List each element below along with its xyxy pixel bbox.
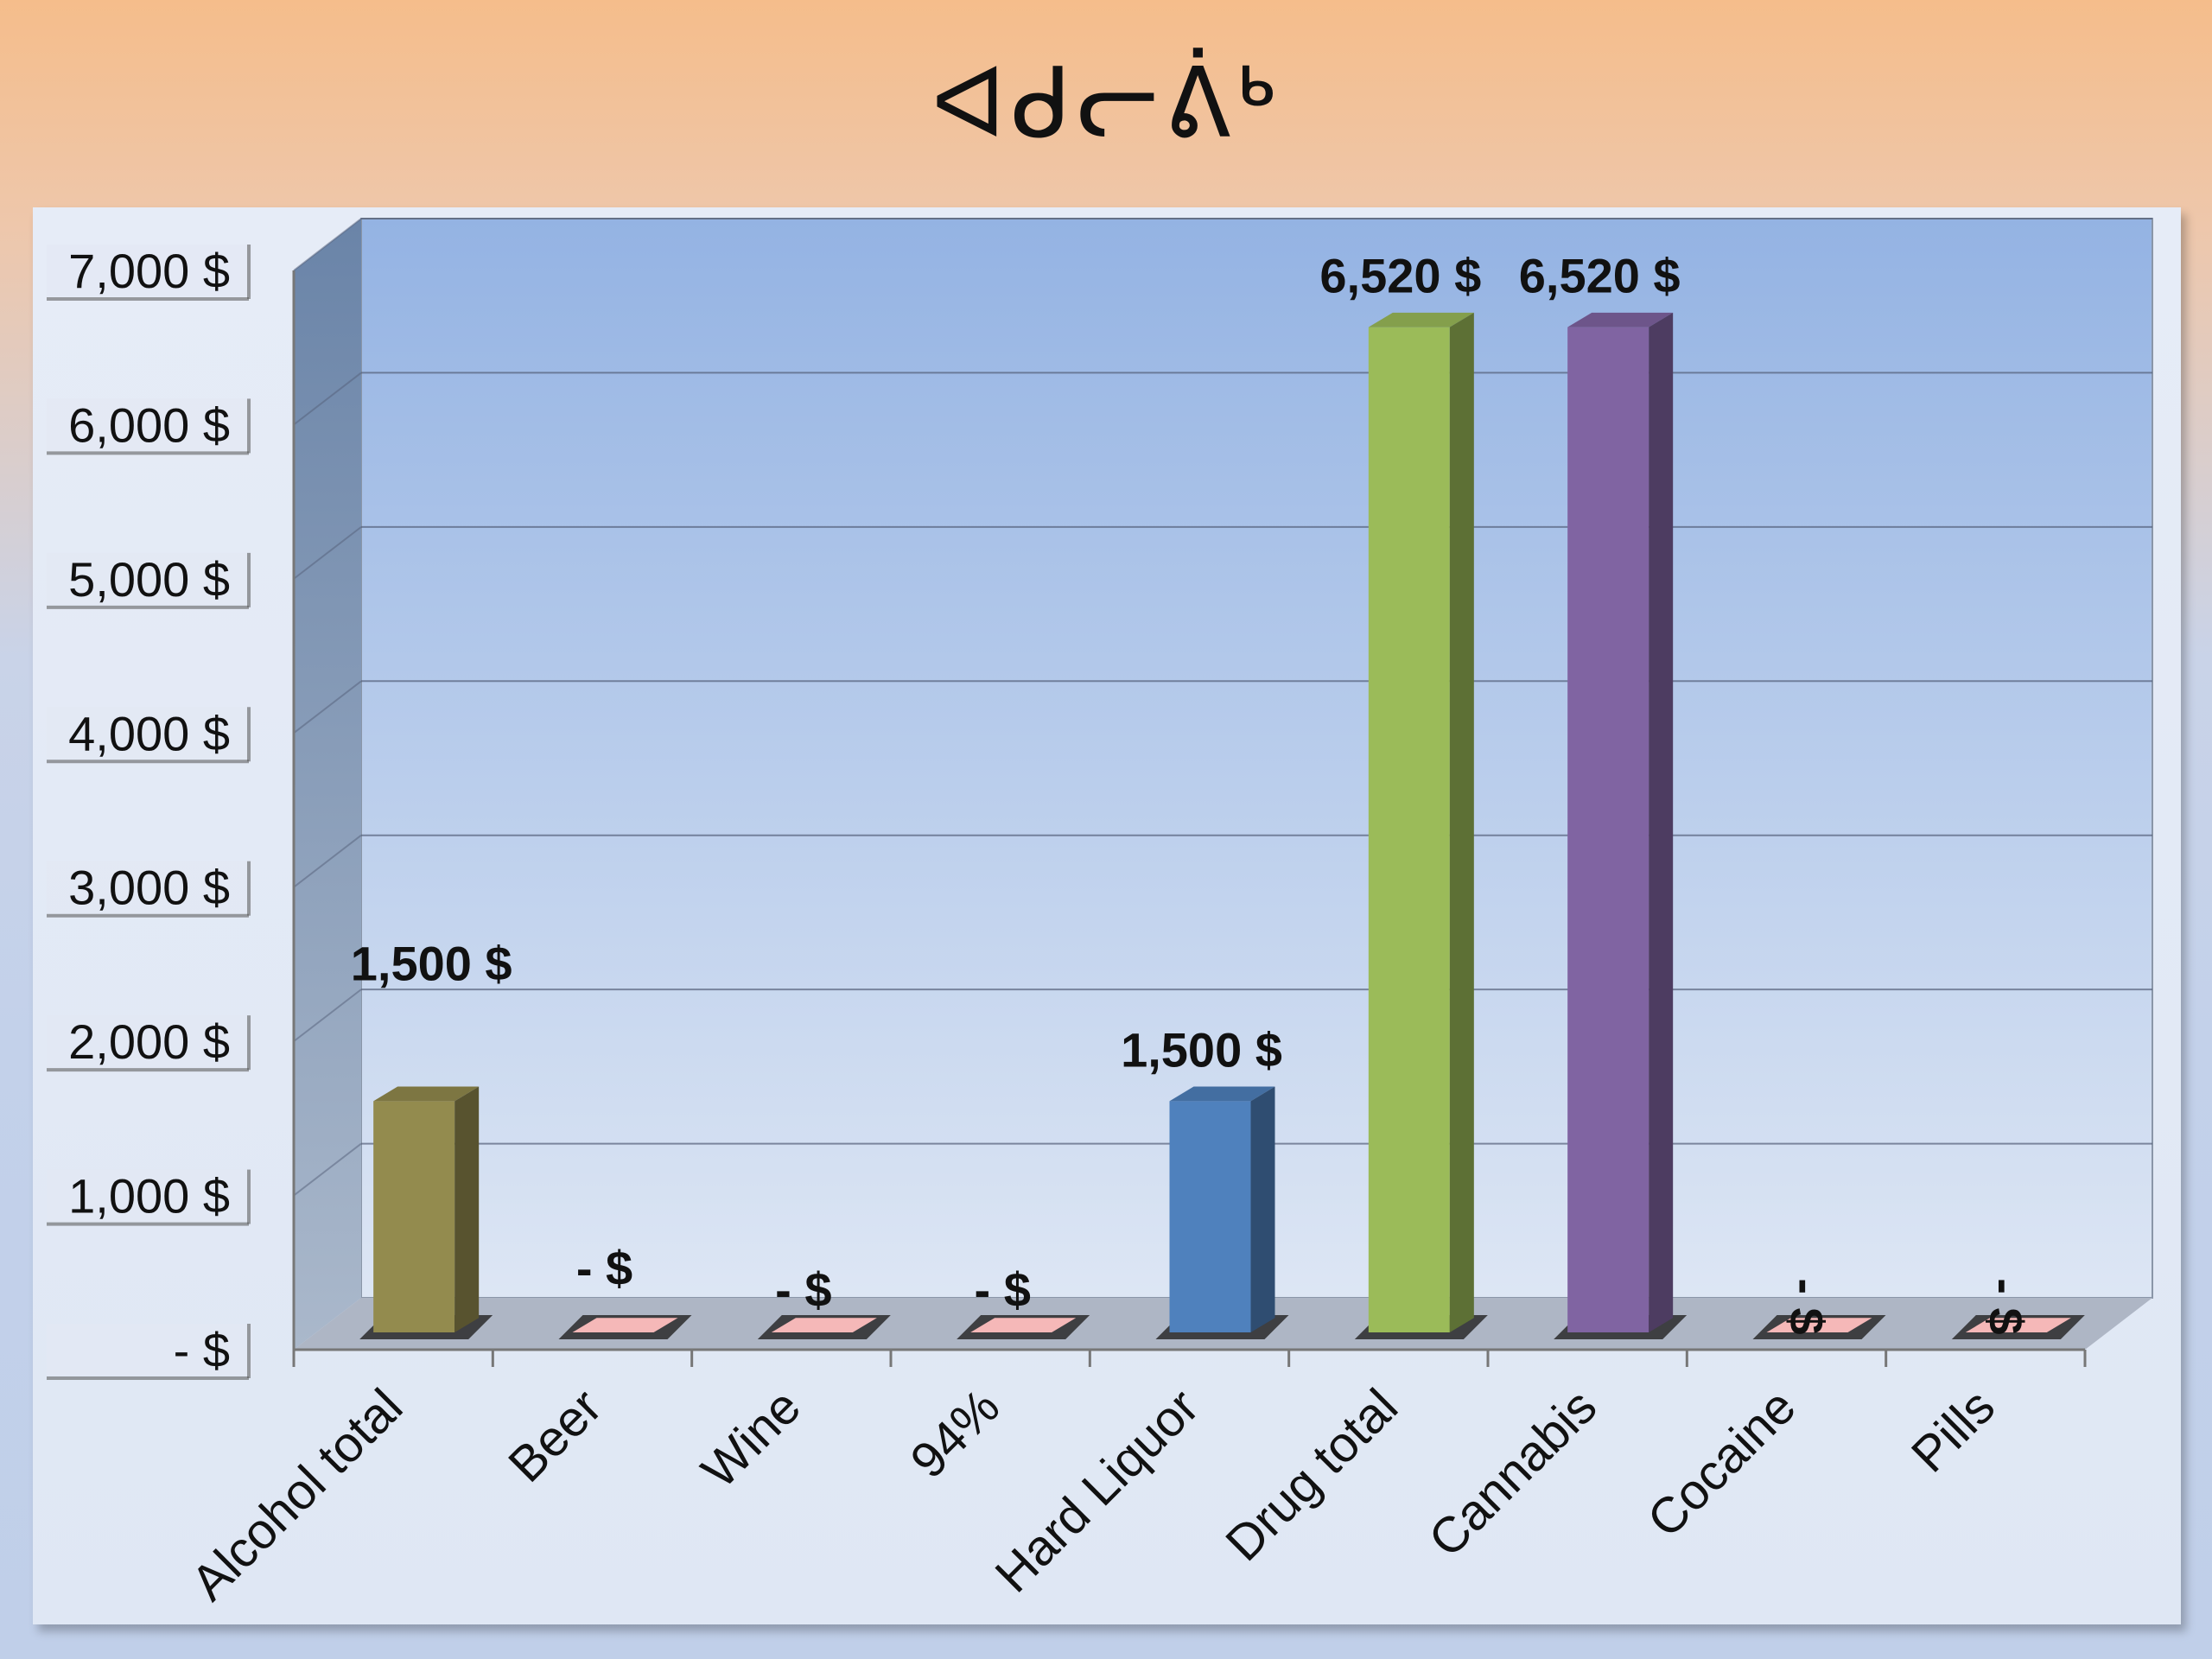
bar-top [1567,312,1674,327]
gridline-side [293,988,362,1042]
bar-zero [970,1318,1077,1332]
y-tick-box [47,707,252,760]
data-label: - $ [775,1262,831,1317]
data-label: 1,500 $ [1121,1022,1282,1077]
bar-zero [1766,1318,1872,1332]
y-tick-box [47,398,252,451]
data-label: 1,500 $ [351,936,512,990]
bar [1169,1101,1251,1332]
bar-top [1169,1086,1275,1102]
x-tick-label: 94% [899,1378,1010,1489]
y-tick-label: - $ [174,1323,230,1377]
data-label: - $ [1780,1278,1834,1334]
y-tick-label: 5,000 $ [68,552,230,607]
y-tick-group: 2,000 $ [47,1014,252,1072]
bar [373,1101,455,1332]
y-tick-group: 3,000 $ [47,861,252,918]
bar-side [1449,312,1474,1332]
gridline-side [293,680,362,734]
bar [1368,327,1450,1332]
data-label: 6,520 $ [1519,249,1681,303]
x-tick-label: Cocaine [1637,1378,1806,1548]
gridline-side [293,834,362,888]
y-tick-box [47,861,252,913]
y-tick-label: 2,000 $ [68,1014,230,1069]
y-tick-label: 7,000 $ [68,244,230,298]
x-tick-label: Hard Liquor [984,1378,1209,1603]
bar-zero [1965,1318,2071,1332]
y-tick-box [47,245,252,296]
bar-zero [572,1318,678,1332]
bar-chart: - $ 1,000 $ 2,000 $ 3,000 $ 4,000 $ 5,000 $ 6,… [47,218,2153,1611]
data-label: - $ [576,1241,632,1295]
chart-panel: - $ 1,000 $ 2,000 $ 3,000 $ 4,000 $ 5,000 $ 6,… [33,207,2181,1624]
bar-side [454,1086,480,1332]
y-tick-group: 1,000 $ [47,1169,252,1226]
x-tick-label: Cannabis [1418,1378,1607,1567]
y-tick-label: 1,000 $ [68,1169,230,1224]
bar-top [373,1086,480,1102]
y-tick-box [47,552,252,605]
y-tick-box [47,1324,252,1376]
y-tick-group: 7,000 $ [47,244,252,301]
x-tick-label: Alcohol total [181,1378,413,1611]
gridline-side [293,526,362,580]
bar-side [1250,1086,1275,1332]
side-wall [294,219,361,1350]
gridline-side [293,218,362,271]
y-tick-label: 4,000 $ [68,706,230,760]
x-tick-label: Beer [498,1378,613,1493]
y-tick-label: 6,000 $ [68,397,230,452]
y-tick-label: 3,000 $ [68,861,230,915]
bar [1567,327,1649,1332]
bar-side [1649,312,1674,1332]
y-tick-group: 6,000 $ [47,397,252,455]
y-tick-group: 4,000 $ [47,706,252,764]
y-tick-group: 5,000 $ [47,552,252,609]
bar-zero [771,1318,877,1332]
chart-title: ᐊᑯᓕᕖᒃ [931,48,1281,160]
bar-top [1368,312,1474,327]
gridline-side [293,372,362,426]
x-tick-label: Wine [691,1378,811,1498]
y-tick-box [47,1015,252,1068]
data-label: 6,520 $ [1319,249,1481,303]
data-label: - $ [1979,1278,2033,1334]
gridline-side [293,1142,362,1197]
x-tick-label: Pills [1901,1378,2005,1483]
y-tick-group: - $ [47,1323,252,1380]
x-tick-label: Drug total [1215,1378,1408,1572]
y-tick-box [47,1169,252,1222]
data-label: - $ [974,1262,1030,1317]
